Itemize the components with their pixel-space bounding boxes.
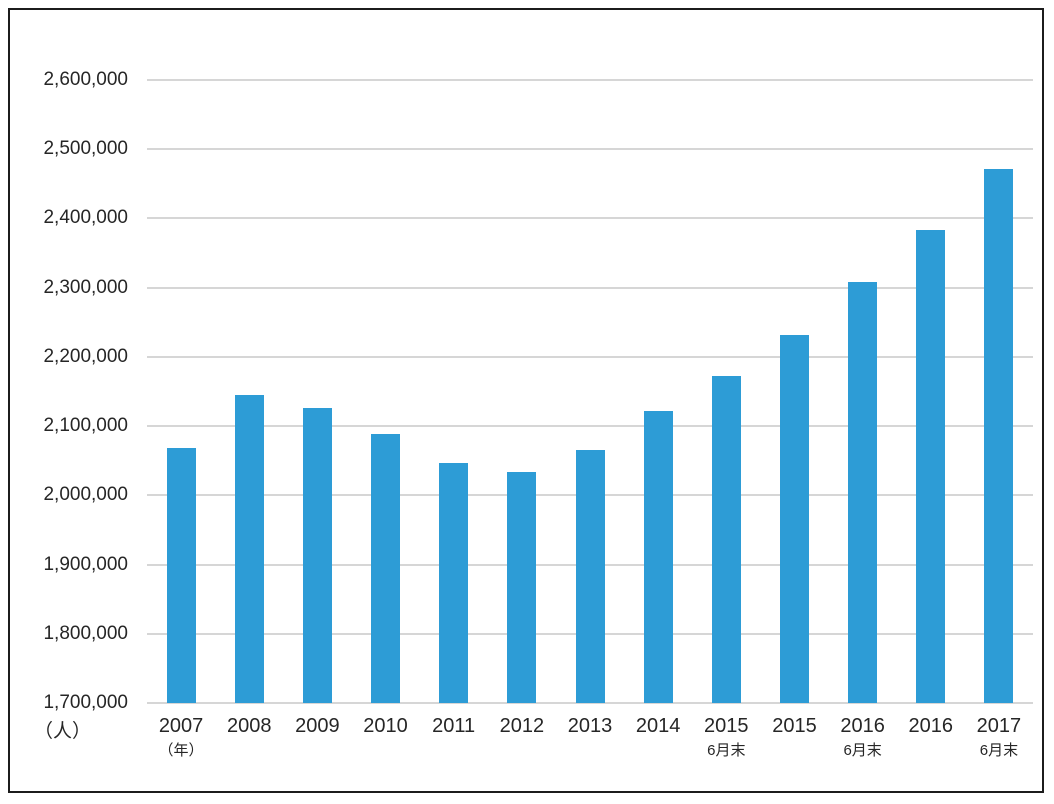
x-tick-label: 2016 [840, 715, 885, 737]
gridline [147, 217, 1033, 220]
plot-area [147, 79, 1033, 704]
bar-2007-（年） [166, 447, 196, 703]
bar-2015-6月末 [711, 376, 741, 703]
x-tick-label: 2016 [908, 715, 954, 737]
bar-2012 [507, 471, 537, 703]
y-tick-label: 2,100,000 [43, 415, 128, 437]
bar-2011 [439, 462, 469, 703]
bar-2016 [916, 230, 946, 703]
x-tick-sublabel: （年） [158, 742, 204, 759]
y-tick-label: 2,600,000 [43, 69, 128, 90]
y-tick-label: 1,900,000 [43, 553, 128, 575]
bar-2013 [575, 449, 605, 703]
chart-frame: 2,600,000 2,500,000 2,400,000 2,300,000 2,20… [8, 8, 1044, 793]
gridline [147, 148, 1033, 151]
y-tick-label: 2,200,000 [43, 345, 128, 367]
bar-2017-6月末 [984, 169, 1014, 703]
y-tick-label: 2,000,000 [43, 484, 128, 506]
gridline [147, 79, 1033, 81]
y-tick-label: 1,800,000 [43, 622, 128, 644]
gridline [147, 355, 1033, 358]
y-tick-label: 2,500,000 [43, 138, 128, 160]
x-tick-sublabel: 6月末 [707, 742, 746, 759]
gridline [147, 286, 1033, 289]
y-tick-label: 1,700,000 [43, 692, 128, 713]
x-tick-label: 2014 [635, 715, 681, 737]
x-tick-sublabel: 6月末 [843, 742, 882, 759]
x-tick-label: 2007 [158, 715, 204, 737]
bar-2009 [302, 408, 332, 703]
bar-2016-6月末 [848, 282, 878, 703]
x-tick-label: 2011 [432, 715, 476, 737]
x-tick-label: 2009 [295, 715, 340, 737]
x-tick-sublabel: 6月末 [979, 742, 1019, 759]
x-tick-label: 2015 [772, 715, 817, 737]
gridline [147, 702, 1033, 704]
x-tick-label: 2013 [567, 715, 613, 737]
bar-2008 [234, 394, 264, 703]
x-tick-label: 2010 [363, 715, 408, 737]
y-axis-unit-label: （人） [34, 721, 92, 742]
bar-2015 [779, 334, 809, 703]
x-tick-label: 2012 [499, 715, 545, 737]
bar-2010 [371, 434, 401, 703]
x-tick-label: 2017 [976, 715, 1022, 737]
x-tick-label: 2008 [226, 715, 272, 737]
y-tick-label: 2,300,000 [43, 276, 128, 298]
gridline [147, 425, 1033, 428]
y-tick-label: 2,400,000 [43, 207, 128, 229]
bar-2014 [643, 410, 673, 703]
x-tick-label: 2015 [704, 715, 749, 737]
